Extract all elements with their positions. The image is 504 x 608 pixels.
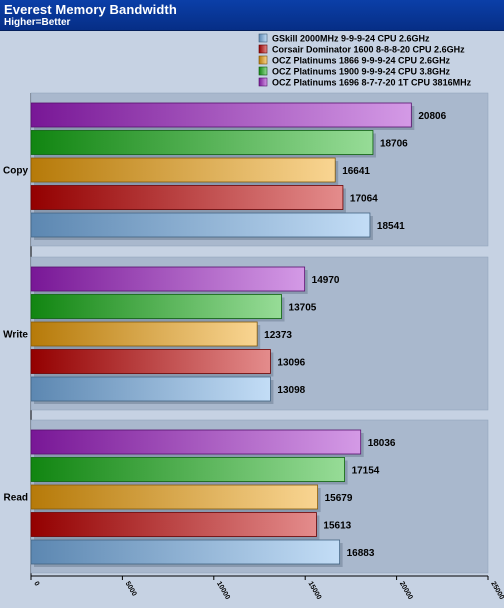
legend-label-1: Corsair Dominator 1600 8-8-8-20 CPU 2.6G… [272,45,465,55]
chart-title: Everest Memory Bandwidth [4,2,177,17]
legend-swatch-4 [258,77,268,87]
legend-label-0: GSkill 2000MHz 9-9-9-24 CPU 2.6GHz [272,34,430,44]
bar-copy-series-0 [30,212,371,238]
bar-copy-series-3 [30,130,374,155]
bar-copy-series-2 [30,157,336,183]
data-label: 13096 [277,358,305,369]
x-tick-label: 0 [32,581,40,588]
data-label: 18036 [368,438,396,449]
bar-write-series-0 [30,376,271,402]
x-tick-label: 5000 [124,581,138,598]
bar-read-series-4 [30,429,362,455]
title-bar: Everest Memory Bandwidth Higher=Better [0,0,504,31]
data-label: 16641 [342,166,370,177]
category-label-write: Write [3,330,28,341]
bar-read-series-0 [30,539,341,565]
bar-write-series-1 [30,349,271,374]
bar-write-series-2 [30,321,258,347]
data-label: 20806 [418,111,446,122]
data-label: 14970 [312,275,340,286]
legend-swatch-3 [258,66,268,76]
legend-swatch-1 [258,44,268,54]
data-label: 17064 [350,194,378,205]
x-tick-label: 25000 [489,581,504,601]
x-tick-label: 20000 [398,581,414,601]
bar-copy-series-4 [30,102,412,128]
x-tick-label: 15000 [306,581,322,601]
data-label: 18706 [380,139,408,150]
x-tick-label: 10000 [215,581,231,601]
data-label: 15613 [323,521,351,532]
bar-read-series-3 [30,457,345,482]
bar-write-series-4 [30,266,306,292]
data-label: 13098 [277,385,305,396]
data-label: 13705 [289,303,317,314]
legend-label-2: OCZ Platinums 1866 9-9-9-24 CPU 2.6GHz [272,56,451,66]
chart-subtitle: Higher=Better [4,17,71,28]
bar-copy-series-1 [30,185,344,210]
legend-label-4: OCZ Platinums 1696 8-7-7-20 1T CPU 3816M… [272,78,472,88]
bar-read-series-2 [30,484,319,510]
legend-swatch-0 [258,33,268,43]
legend-label-3: OCZ Platinums 1900 9-9-9-24 CPU 3.8GHz [272,67,451,77]
data-label: 15679 [325,493,353,504]
bar-read-series-1 [30,512,317,537]
data-label: 18541 [377,221,405,232]
data-label: 17154 [352,466,380,477]
category-label-read: Read [4,493,28,504]
legend-swatch-2 [258,55,268,65]
data-label: 16883 [347,548,375,559]
data-label: 12373 [264,330,292,341]
category-label-copy: Copy [3,166,28,177]
bar-write-series-3 [30,294,282,319]
